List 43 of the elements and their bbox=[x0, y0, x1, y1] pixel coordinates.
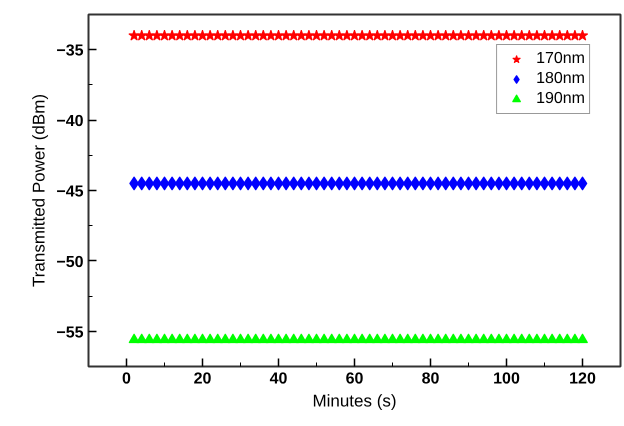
point bbox=[372, 176, 382, 190]
point bbox=[182, 176, 192, 190]
y-tick-label: −40 bbox=[56, 113, 84, 130]
y-tick-label: −55 bbox=[56, 324, 84, 342]
point bbox=[562, 176, 572, 190]
y-axis-title: Transmitted Power (dBm) bbox=[29, 94, 48, 288]
point bbox=[174, 176, 185, 190]
legend-label: 180nm bbox=[536, 70, 585, 88]
point bbox=[410, 176, 420, 190]
point bbox=[326, 176, 337, 190]
point bbox=[554, 176, 565, 190]
point bbox=[516, 176, 527, 190]
x-tick-label: 40 bbox=[270, 370, 288, 388]
legend-label: 170nm bbox=[536, 50, 585, 68]
point bbox=[296, 176, 306, 190]
point bbox=[212, 176, 223, 190]
x-tick-label: 80 bbox=[422, 370, 440, 388]
x-tick-label: 20 bbox=[194, 370, 212, 388]
x-tick-label: 120 bbox=[569, 370, 596, 388]
point bbox=[402, 176, 413, 190]
point bbox=[258, 176, 268, 190]
legend-label: 190nm bbox=[536, 90, 585, 108]
point bbox=[220, 176, 230, 190]
point bbox=[478, 176, 489, 190]
point bbox=[524, 176, 534, 190]
y-tick-label: −35 bbox=[56, 42, 84, 60]
point bbox=[364, 176, 375, 190]
point bbox=[144, 176, 154, 190]
point bbox=[136, 176, 147, 190]
x-tick-label: 0 bbox=[122, 370, 132, 388]
point bbox=[288, 176, 299, 190]
point bbox=[440, 176, 451, 190]
point bbox=[250, 176, 261, 190]
x-tick-label: 60 bbox=[346, 370, 364, 388]
point bbox=[576, 30, 588, 41]
x-axis-title: Minutes (s) bbox=[312, 392, 397, 410]
y-tick-label: −45 bbox=[56, 184, 84, 200]
x-tick-label: 100 bbox=[493, 370, 520, 388]
point bbox=[334, 176, 344, 190]
point bbox=[448, 176, 458, 190]
y-tick-label: −50 bbox=[56, 254, 84, 271]
point bbox=[486, 176, 496, 190]
point bbox=[577, 333, 588, 344]
